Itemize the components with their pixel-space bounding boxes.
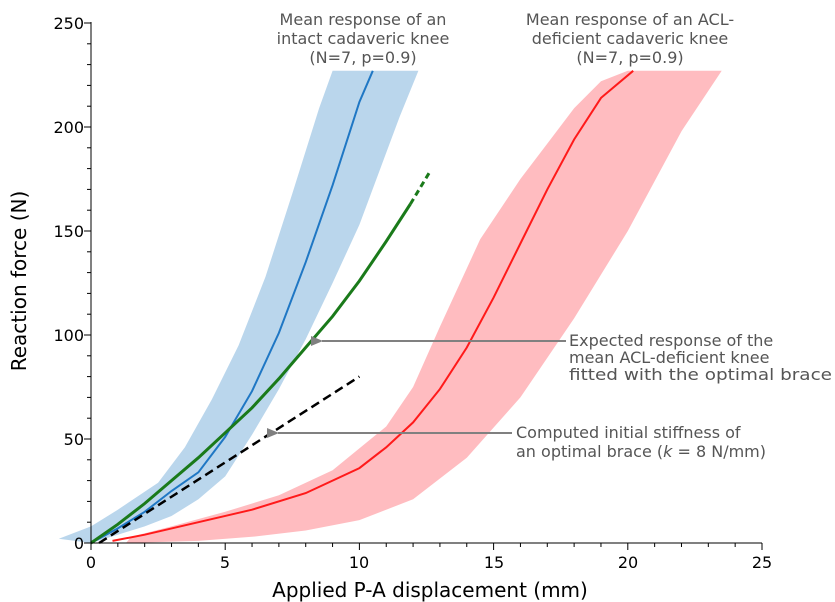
intact-confidence-band bbox=[58, 70, 419, 544]
intact-mean-line bbox=[90, 70, 374, 544]
acl-annotation-line: deficient cadaveric knee bbox=[532, 29, 729, 48]
y-tick-label: 100 bbox=[53, 326, 84, 345]
acl-annotation-line: (N=7, p=0.9) bbox=[576, 48, 683, 67]
braced-expected-line bbox=[90, 203, 412, 545]
x-tick-label: 25 bbox=[752, 553, 772, 572]
intact-annotation-line: Mean response of an bbox=[280, 10, 447, 29]
braced-annotation-line: mean ACL-deficient knee bbox=[569, 348, 769, 367]
acl-deficient-confidence-band bbox=[125, 70, 722, 544]
x-tick-label: 20 bbox=[618, 553, 638, 572]
stiffness-annotation-k: k bbox=[663, 442, 673, 461]
axis-ticks bbox=[84, 22, 763, 550]
stiffness-annotation-line: Computed initial stiffness of bbox=[516, 423, 741, 442]
x-tick-label: 5 bbox=[220, 553, 230, 572]
y-tick-label: 200 bbox=[53, 118, 84, 137]
braced-annotation-line: fitted with the optimal brace bbox=[569, 365, 832, 384]
braced-extrapolation-dashed-line bbox=[409, 172, 431, 205]
y-tick-label: 0 bbox=[74, 534, 84, 553]
y-axis-title: Reaction force (N) bbox=[7, 191, 31, 372]
acl-deficient-mean-line bbox=[112, 70, 634, 542]
intact-annotation-line: intact cadaveric knee bbox=[277, 29, 450, 48]
x-tick-label: 0 bbox=[86, 553, 96, 572]
stiffness-annotation-suffix: = 8 N/mm) bbox=[672, 442, 766, 461]
x-axis-title: Applied P-A displacement (mm) bbox=[272, 578, 588, 602]
y-tick-label: 50 bbox=[64, 430, 84, 449]
y-tick-label: 150 bbox=[53, 222, 84, 241]
acl-annotation-line: Mean response of an ACL- bbox=[526, 10, 734, 29]
x-tick-label: 10 bbox=[349, 553, 369, 572]
intact-annotation-line: (N=7, p=0.9) bbox=[309, 48, 416, 67]
x-tick-label: 15 bbox=[484, 553, 504, 572]
initial-stiffness-dashed-line bbox=[98, 375, 361, 545]
stiffness-annotation-line: an optimal brace (k = 8 N/mm) bbox=[516, 442, 766, 461]
braced-annotation-line: Expected response of the bbox=[569, 331, 773, 350]
stiffness-annotation-prefix: an optimal brace ( bbox=[516, 442, 663, 461]
y-tick-label: 250 bbox=[53, 14, 84, 33]
